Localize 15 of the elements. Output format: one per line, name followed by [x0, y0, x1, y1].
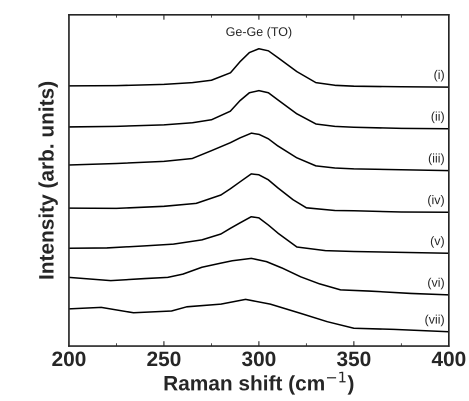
- series-label: (vii): [425, 314, 444, 326]
- y-axis-title: Intensity (arb. units): [38, 82, 58, 279]
- text: Ge-Ge (TO): [226, 26, 292, 39]
- x-tick-label: 350: [336, 351, 370, 366]
- series-label: (ii): [432, 112, 444, 124]
- series-label: (iii): [428, 153, 444, 166]
- x-axis-title: Raman shift (cm$^{−1}$): [164, 372, 354, 395]
- x-tick-label: 200: [52, 351, 86, 366]
- x-tick-label: 400: [432, 351, 466, 366]
- series-label: (vi): [428, 278, 444, 290]
- series-label: (v): [430, 236, 444, 248]
- x-tick-label: 250: [147, 351, 180, 366]
- series-label: (iv): [428, 195, 444, 207]
- series-label: (i): [434, 70, 444, 82]
- x-tick-label: 300: [242, 351, 276, 366]
